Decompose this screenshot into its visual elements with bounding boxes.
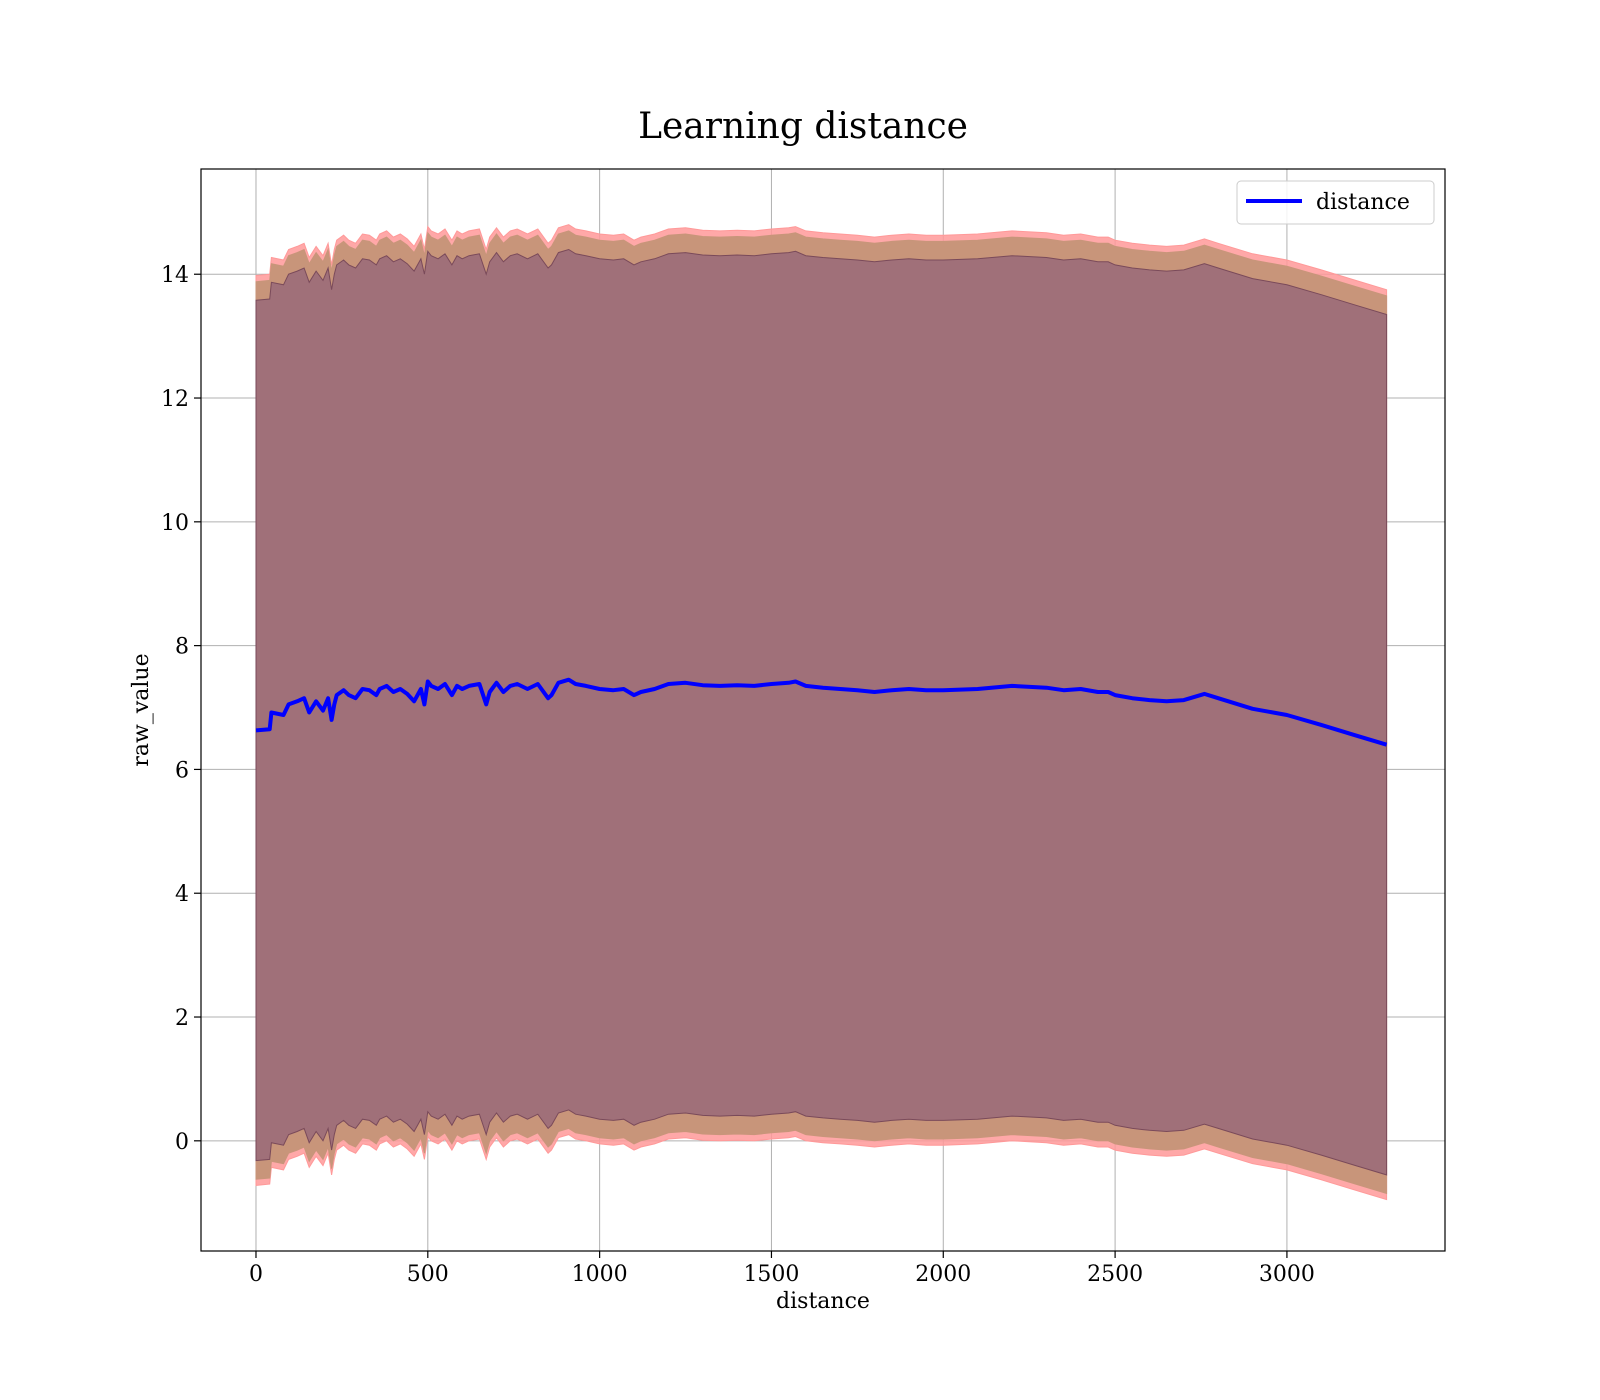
x-tick-label: 0: [249, 1262, 263, 1287]
x-tick-label: 1000: [572, 1262, 628, 1287]
y-axis-label: raw_value: [129, 653, 154, 766]
plot-frame: [200, 168, 1446, 1252]
x-axis-label: distance: [776, 1289, 870, 1314]
x-tick-label: 1500: [743, 1262, 799, 1287]
y-tick-label: 4: [175, 882, 189, 907]
x-axis-ticks: 0 500 1000 1500 2000 2500 3000: [249, 1251, 1315, 1287]
legend: distance: [1236, 180, 1435, 225]
y-tick-label: 12: [161, 387, 189, 412]
x-tick-label: 2500: [1087, 1262, 1143, 1287]
y-tick-label: 2: [175, 1006, 189, 1031]
y-axis-ticks: 0 2 4 6 8 10 12 14: [161, 263, 201, 1155]
legend-entry-distance: distance: [1316, 190, 1410, 215]
y-tick-label: 6: [175, 758, 189, 783]
x-tick-label: 3000: [1259, 1262, 1315, 1287]
y-tick-label: 10: [161, 511, 189, 536]
inner-band: [255, 248, 1388, 1176]
chart-title: Learning distance: [638, 106, 968, 147]
y-tick-label: 8: [175, 635, 189, 660]
legend-box: [1236, 180, 1435, 225]
x-tick-label: 2000: [915, 1262, 971, 1287]
confidence-bands: [255, 224, 1388, 1201]
series-line-distance: [255, 677, 1388, 747]
series-lines: [255, 677, 1388, 747]
y-tick-label: 14: [161, 263, 189, 288]
x-tick-label: 500: [407, 1262, 449, 1287]
y-tick-label: 0: [175, 1130, 189, 1155]
